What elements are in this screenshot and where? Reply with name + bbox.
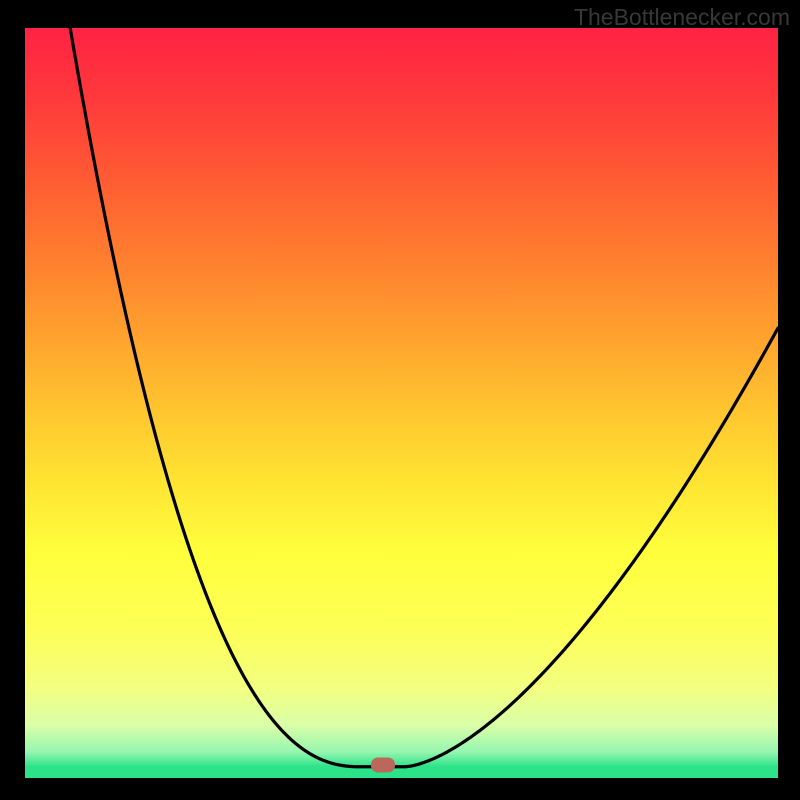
chart-svg [0, 0, 800, 800]
minimum-marker [371, 758, 395, 773]
watermark-text: TheBottlenecker.com [574, 4, 790, 31]
chart-stage: TheBottlenecker.com [0, 0, 800, 800]
plot-background [25, 28, 778, 778]
